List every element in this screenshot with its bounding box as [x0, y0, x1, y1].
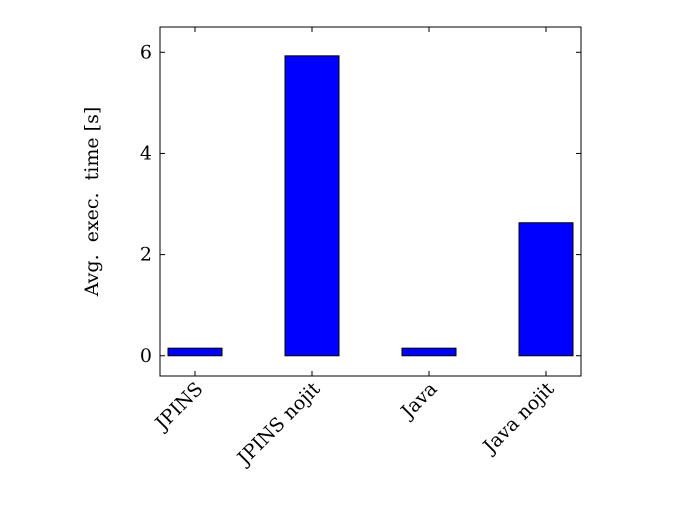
x-tick-label: JPINS nojit — [232, 378, 325, 471]
bar-jpins — [167, 347, 223, 357]
y-axis-label: Avg. exec. time [s] — [81, 107, 103, 298]
x-tick-label: Java nojit — [478, 378, 559, 459]
y-tick-label: 6 — [140, 41, 152, 63]
y-axis: 0 2 4 6 — [140, 41, 581, 367]
bar-java — [401, 347, 457, 357]
y-tick-label: 4 — [140, 142, 152, 164]
x-axis: JPINS JPINS nojit Java Java nojit — [150, 27, 559, 471]
bar-jpins-nojit — [284, 55, 340, 357]
y-tick-label: 2 — [140, 244, 152, 266]
bar-java-nojit — [518, 222, 574, 357]
bars — [167, 55, 574, 357]
x-tick-label: Java — [396, 378, 442, 424]
y-tick-label: 0 — [140, 345, 152, 367]
x-tick-label: JPINS — [150, 378, 208, 436]
plot-frame — [159, 26, 582, 377]
